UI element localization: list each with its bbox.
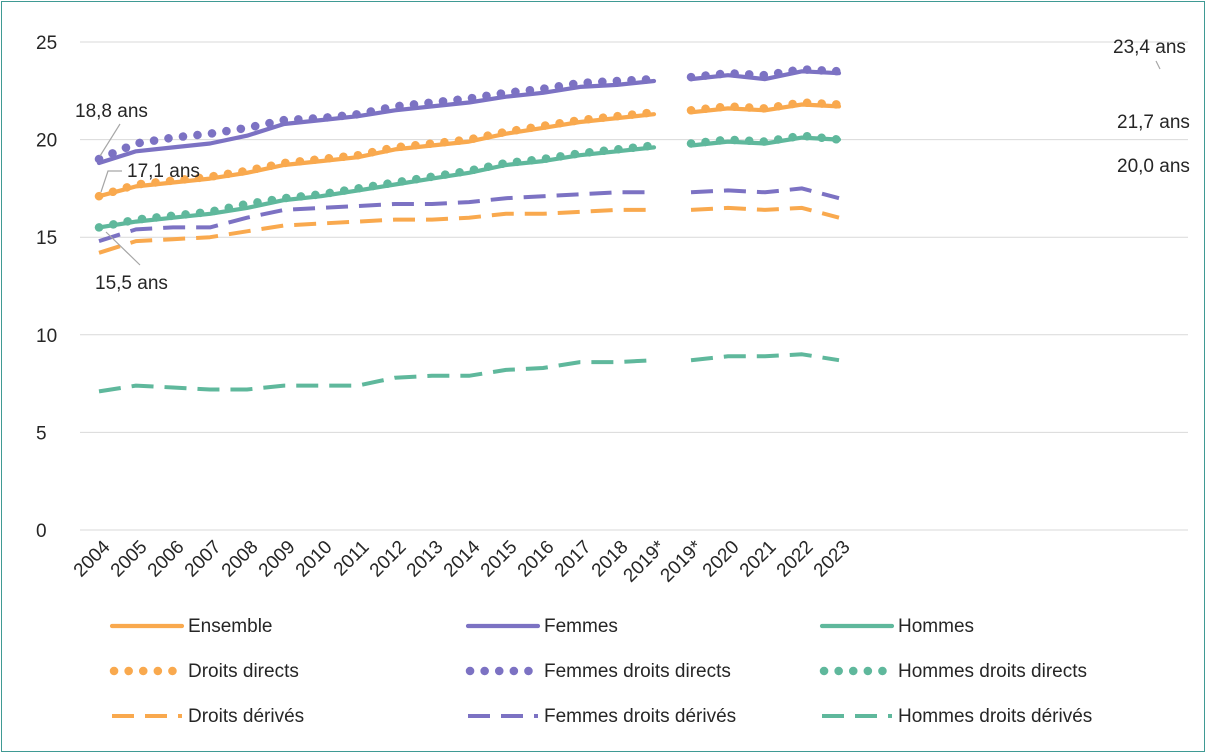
y-tick-label: 0 xyxy=(36,521,47,542)
x-tick-label: 2020 xyxy=(699,537,744,582)
legend-label: Hommes droits directs xyxy=(898,661,1087,682)
legend-label: Hommes droits dérivés xyxy=(898,706,1092,727)
x-tick-label: 2016 xyxy=(514,537,559,582)
annotation-label: 20,0 ans xyxy=(1117,156,1190,177)
x-tick-label: 2012 xyxy=(366,537,411,582)
y-tick-label: 20 xyxy=(36,131,57,152)
x-tick-label: 2008 xyxy=(218,537,263,582)
x-tick-label: 2017 xyxy=(551,537,596,582)
x-tick-label: 2022 xyxy=(773,537,818,582)
legend-label: Droits dérivés xyxy=(188,706,304,727)
series-droits-d-riv-s xyxy=(690,205,840,220)
x-tick-label: 2021 xyxy=(736,537,781,582)
annotation-leader xyxy=(99,123,121,157)
series-droits-directs xyxy=(686,98,844,115)
annotation-label: 17,1 ans xyxy=(127,161,200,182)
y-tick-label: 25 xyxy=(36,33,57,54)
x-tick-label: 2023 xyxy=(810,537,855,582)
x-tick-label: 2019* xyxy=(657,536,707,586)
legend-label: Hommes xyxy=(898,616,974,637)
series-hommes-droits-directs xyxy=(686,131,844,148)
gridlines xyxy=(80,41,1188,531)
series-femmes-droits-d-riv-s xyxy=(98,190,654,244)
series-hommes-droits-d-riv-s xyxy=(98,358,655,394)
x-tick-label: 2007 xyxy=(181,537,226,582)
series-droits-directs xyxy=(94,108,659,201)
series-femmes-droits-directs xyxy=(94,74,659,164)
x-tick-label: 2011 xyxy=(330,537,374,581)
annotation-leader xyxy=(1155,60,1161,70)
x-tick-label: 2015 xyxy=(477,537,522,582)
legend-label: Femmes droits directs xyxy=(544,661,731,682)
x-tick-label: 2009 xyxy=(255,537,300,582)
y-tick-label: 15 xyxy=(36,228,57,249)
series-hommes-droits-d-riv-s xyxy=(690,352,840,363)
x-tick-label: 2004 xyxy=(70,536,115,581)
annotation-leader xyxy=(105,231,141,266)
legend: Ensemble Femmes Hommes Droits directs Femmes… xyxy=(109,616,1092,727)
series-femmes-droits-d-riv-s xyxy=(690,186,840,201)
x-tick-label: 2005 xyxy=(107,537,152,582)
annotation-label: 18,8 ans xyxy=(75,101,148,122)
x-axis-ticks: 2004200520062007200820092010201120122013… xyxy=(70,536,855,586)
annotation-label: 15,5 ans xyxy=(95,273,168,294)
x-tick-label: 2010 xyxy=(292,537,337,582)
legend-label: Femmes xyxy=(544,616,618,637)
y-axis-ticks: 0 5 10 15 20 25 xyxy=(36,33,57,542)
annotation-label: 21,7 ans xyxy=(1117,112,1190,133)
x-tick-label: 2014 xyxy=(440,536,485,581)
x-tick-label: 2019* xyxy=(620,536,670,586)
legend-label: Droits directs xyxy=(188,661,299,682)
series-lines xyxy=(94,65,844,394)
series-droits-d-riv-s xyxy=(98,207,654,255)
x-tick-label: 2013 xyxy=(403,537,448,582)
legend-label: Femmes droits dérivés xyxy=(544,706,736,727)
data-annotations: 18,8 ans 17,1 ans 15,5 ans 23,4 ans 21,7 ans… xyxy=(75,37,1190,294)
series-hommes-droits-directs xyxy=(94,141,659,232)
y-tick-label: 10 xyxy=(36,326,57,347)
series-femmes-droits-directs xyxy=(686,65,844,82)
legend-label: Ensemble xyxy=(188,616,273,637)
annotation-leader xyxy=(100,170,122,193)
series-femmes xyxy=(96,78,657,166)
x-tick-label: 2006 xyxy=(144,537,189,582)
annotation-label: 23,4 ans xyxy=(1113,37,1186,58)
y-tick-label: 5 xyxy=(36,423,47,444)
